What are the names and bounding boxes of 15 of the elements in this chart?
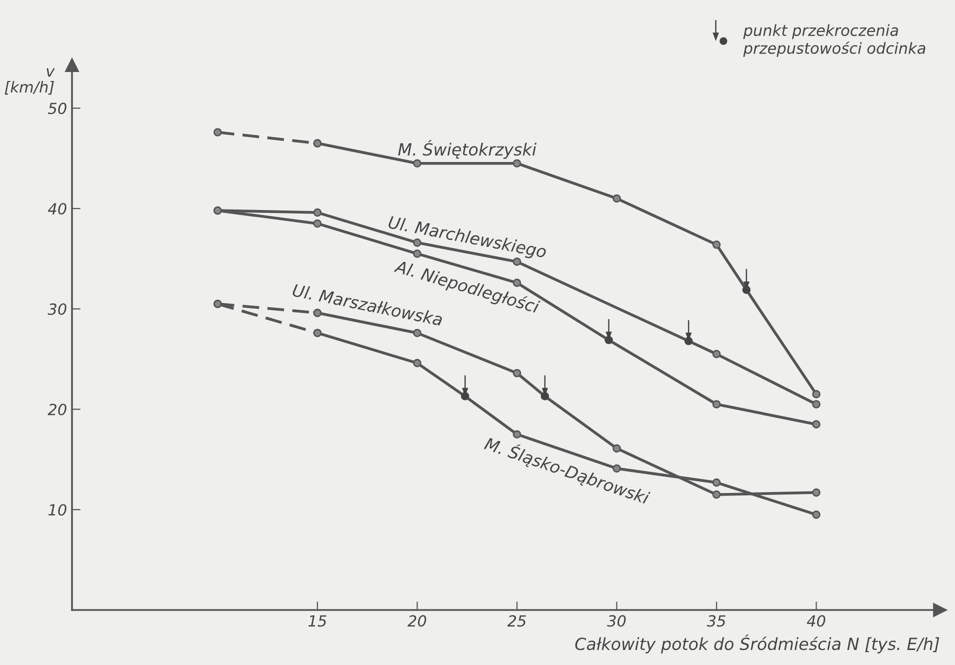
x-tick-label: 20 (408, 615, 426, 627)
series-label: M. Świętokrzyski (398, 140, 536, 159)
x-tick-label: 35 (706, 615, 726, 627)
x-tick-label: 15 (308, 615, 326, 627)
x-tick-label: 40 (806, 615, 826, 627)
y-tick-label: 20 (48, 404, 66, 416)
x-tick-label: 25 (507, 615, 526, 627)
legend-label: punkt przekroczenia przepustowości odcinka (743, 24, 926, 57)
y-tick-label: 30 (48, 303, 66, 315)
y-tick-label: 10 (48, 504, 66, 516)
x-axis-title: Całkowity potok do Śródmieścia N [tys. E/h] (575, 634, 940, 654)
x-tick-label: 30 (607, 615, 626, 627)
y-axis-title: v [km/h] (4, 68, 55, 95)
y-tick-label: 50 (48, 102, 66, 114)
y-tick-label: 40 (48, 202, 66, 215)
